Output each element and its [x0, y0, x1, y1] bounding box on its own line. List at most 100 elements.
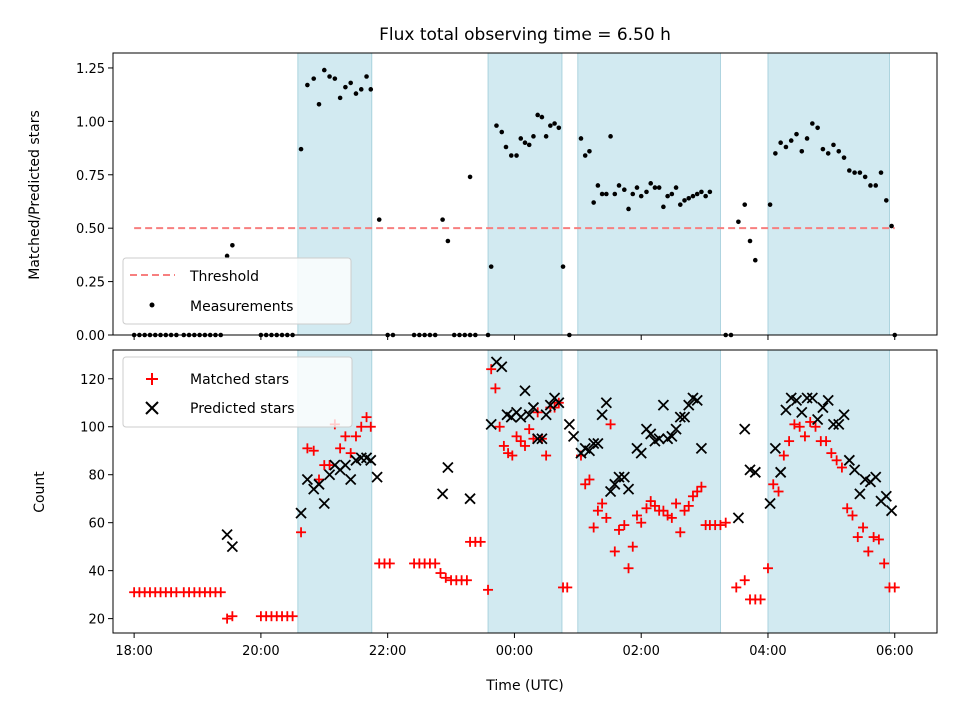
matched-star-point — [778, 450, 789, 461]
measurement-point — [368, 87, 374, 92]
threshold-legend-label: Threshold — [189, 269, 259, 285]
predicted-star-point — [822, 394, 834, 407]
measurement-point — [638, 193, 644, 199]
measurement-point — [752, 257, 758, 263]
predicted-star-point — [622, 483, 635, 495]
matched-star-point — [879, 558, 890, 569]
top-y-ticks: 0.00 0.25 0.50 0.75 1.00 1.25 — [76, 62, 113, 344]
measurement-point — [742, 202, 748, 207]
predicted-star-point — [485, 418, 497, 430]
matched-star-point — [350, 431, 361, 442]
measurement-points — [131, 67, 898, 338]
matched-star-point — [605, 419, 616, 430]
matched-star-point — [784, 436, 795, 447]
predicted-star-point — [848, 464, 861, 476]
predicted-star-point — [221, 529, 233, 541]
predicted-star-point — [588, 437, 600, 450]
matched-star-point — [314, 474, 324, 485]
matched-star-point — [836, 462, 847, 473]
matched-star-point — [345, 448, 356, 459]
x-tick-label: 02:00 — [622, 644, 659, 659]
measurement-point — [440, 217, 445, 222]
predicted-star-point — [880, 490, 892, 502]
matched-star-point — [541, 450, 552, 461]
matched-star-point — [821, 436, 832, 447]
matched-star-point — [731, 582, 742, 593]
matched-star-point — [498, 440, 509, 451]
predicted-star-point — [817, 401, 829, 414]
measurement-point — [648, 181, 654, 186]
measurement-point — [604, 191, 609, 197]
bottom-legend: Matched stars Predicted stars — [122, 356, 353, 428]
predicted-star-point — [464, 493, 476, 505]
matched-star-point — [666, 512, 677, 523]
bottom-y-ticks: 20 40 60 80 100 120 — [80, 373, 113, 628]
predicted-star-point — [674, 411, 686, 423]
measurement-point — [694, 191, 700, 197]
measurement-point — [677, 202, 683, 207]
predicted-star-point — [527, 401, 540, 414]
measurement-point — [699, 189, 704, 195]
predicted-star-point — [806, 392, 818, 404]
measurement-point — [445, 238, 451, 244]
matched-star-point — [623, 563, 634, 574]
measurement-point — [587, 148, 592, 154]
measurement-point — [634, 185, 640, 190]
measurement-point — [612, 191, 618, 197]
y-tick-label: 60 — [88, 517, 105, 532]
y-tick-label: 20 — [88, 613, 105, 628]
measurement-point — [348, 80, 353, 86]
matched-star-point — [475, 536, 486, 547]
measurement-point — [794, 131, 799, 137]
matched-star-point — [601, 512, 612, 523]
measurement-point — [665, 193, 670, 199]
measurement-point — [548, 123, 553, 128]
predicted-legend-swatch — [145, 401, 159, 415]
measurement-point — [321, 67, 327, 73]
measurement-point — [652, 185, 658, 190]
predicted-star-point — [790, 394, 803, 407]
observing-interval — [487, 349, 563, 634]
bottom-panel: 20 40 60 80 100 120 18:00 20:00 22:00 00:00 02:00… — [32, 349, 938, 694]
measurement-point — [535, 112, 540, 118]
predicted-star-point — [313, 478, 325, 490]
matched-star-point — [435, 568, 446, 579]
matched-legend-label: Matched stars — [190, 372, 289, 388]
matched-star-point — [768, 479, 779, 490]
measurement-point — [656, 185, 662, 190]
measurement-point — [560, 264, 566, 269]
x-axis-label: Time (UTC) — [485, 678, 563, 694]
predicted-star-point — [609, 478, 621, 490]
measurement-point — [337, 95, 343, 101]
top-plot-frame — [112, 52, 938, 336]
y-tick-label: 1.25 — [76, 62, 105, 77]
predicted-star-point — [323, 469, 336, 481]
matched-star-point — [227, 611, 238, 622]
matched-star-point — [430, 558, 441, 569]
predicted-star-point — [843, 454, 855, 466]
matched-star-point — [675, 527, 686, 538]
chart-title: Flux total observing time = 6.50 h — [379, 25, 671, 45]
measurement-point — [578, 136, 584, 141]
x-tick-label: 18:00 — [115, 644, 152, 659]
matched-star-point — [889, 582, 900, 593]
matched-star-point — [222, 613, 233, 624]
predicted-star-point — [635, 447, 647, 459]
matched-star-point — [810, 421, 821, 432]
matched-star-point — [636, 517, 647, 528]
measurement-point — [773, 151, 778, 156]
measurement-point — [862, 174, 868, 180]
measurement-point — [616, 183, 622, 188]
predicted-star-point — [532, 433, 544, 445]
measurement-point — [673, 185, 679, 190]
top-legend-box — [122, 257, 352, 325]
matched-star-point — [631, 510, 642, 521]
predicted-star-point — [519, 385, 531, 397]
measurement-point — [488, 264, 494, 269]
y-tick-label: 0.00 — [76, 329, 105, 344]
measurement-point — [630, 191, 636, 197]
predicted-star-point — [596, 409, 608, 421]
matched-star-point — [365, 421, 376, 432]
matched-star-point — [440, 572, 451, 583]
matched-star-point — [302, 443, 313, 454]
